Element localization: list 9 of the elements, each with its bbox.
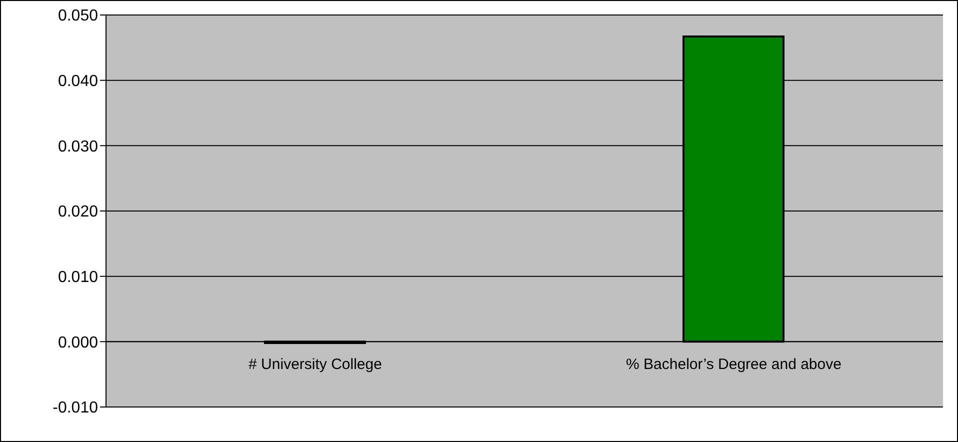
x-tick-label: % Bachelor’s Degree and above <box>626 356 842 373</box>
y-tick-label: 0.020 <box>58 204 98 221</box>
y-tick-label: 0.030 <box>58 138 98 156</box>
y-tick-label: -0.010 <box>52 400 98 417</box>
y-tick-label: 0.040 <box>58 73 98 90</box>
x-tick-label: # University College <box>248 356 382 373</box>
y-tick-label: 0.010 <box>58 269 98 286</box>
y-tick-label: 0.000 <box>58 334 98 352</box>
y-tick-label: 0.050 <box>58 8 98 25</box>
